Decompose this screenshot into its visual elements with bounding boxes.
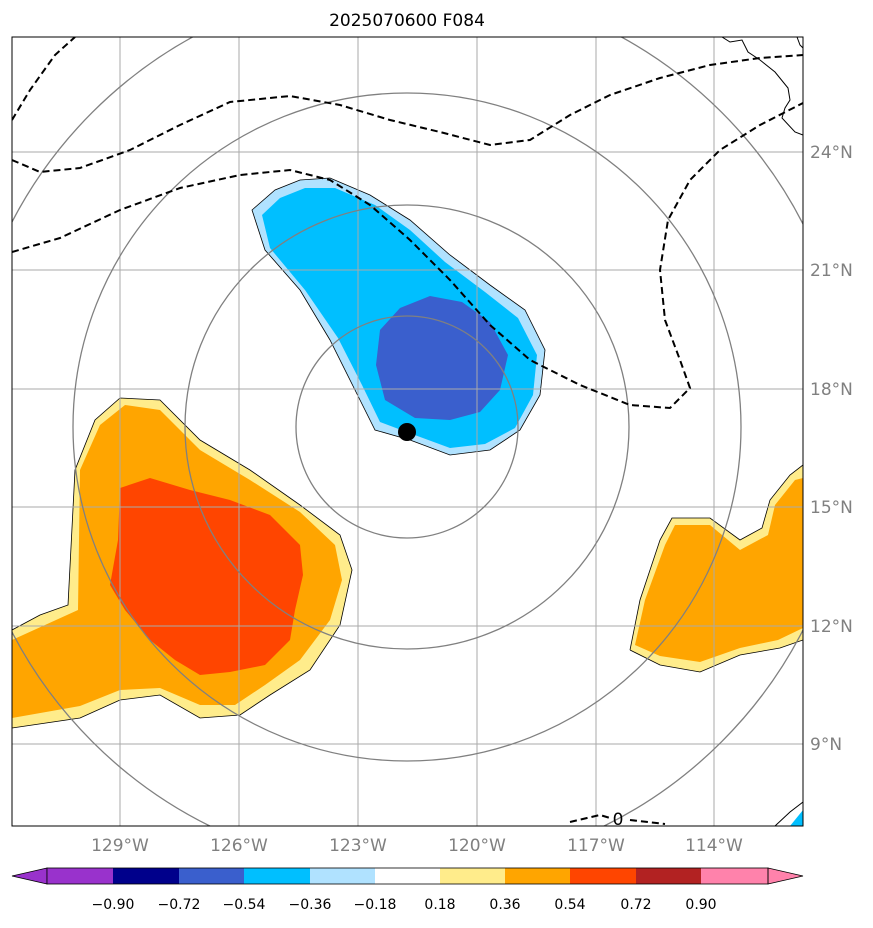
lat-label: 12°N [810,617,853,637]
colorbar-tick: 0.72 [620,897,651,913]
negative-anomaly-corner [790,810,803,826]
coastline [721,37,803,136]
lat-label: 24°N [810,143,853,163]
grid-lines [12,37,803,826]
lon-label: 120°W [448,836,506,856]
lat-label: 15°N [810,498,853,518]
colorbar-tick-labels: −0.90 −0.72 −0.54 −0.36 −0.18 0.18 0.36 … [92,897,717,913]
colorbar-segment [570,868,636,884]
contour-label: 0 [613,810,624,830]
colorbar-segment [179,868,244,884]
colorbar-tick: 0.18 [424,897,455,913]
colorbar-segment [47,868,113,884]
colorbar-tick: −0.54 [223,897,266,913]
positive-anomaly-outline-west [12,397,353,729]
positive-anomaly-region-east-inner [635,478,803,662]
colorbar-segment [375,868,440,884]
negative-anomaly-outline [251,177,546,456]
colorbar-tick: −0.72 [158,897,201,913]
colorbar-tick: 0.90 [685,897,716,913]
lat-label: 21°N [810,261,853,281]
lon-labels: 129°W 126°W 123°W 120°W 117°W 114°W [91,836,743,856]
range-rings [12,37,803,826]
storm-center-marker [398,423,416,441]
colorbar-tick: −0.18 [354,897,397,913]
colorbar-tick: 0.54 [554,897,585,913]
colorbar-tick: −0.90 [92,897,135,913]
zero-contours [12,37,803,825]
lon-label: 117°W [567,836,625,856]
coastline-corner [774,801,803,826]
colorbar: −0.90 −0.72 −0.54 −0.36 −0.18 0.18 0.36 … [11,867,804,913]
colorbar-tick: 0.36 [489,897,520,913]
colorbar-segment [440,868,505,884]
coastline-island [796,37,803,49]
colorbar-segment [310,868,375,884]
colorbar-segment [701,868,768,884]
plot-title: 2025070600 F084 [329,11,485,31]
map-frame [11,36,804,827]
colorbar-segment [636,868,701,884]
lon-label: 126°W [210,836,268,856]
colorbar-extend-high [767,867,804,885]
colorbar-frame [46,867,769,885]
colorbar-segment [505,868,570,884]
lon-label: 114°W [685,836,743,856]
lat-labels: 24°N 21°N 18°N 15°N 12°N 9°N [810,143,853,755]
lat-label: 18°N [810,380,853,400]
lon-label: 129°W [91,836,149,856]
lat-label: 9°N [810,735,842,755]
colorbar-extend-low [11,867,48,885]
lon-label: 123°W [329,836,387,856]
colorbar-segment [113,868,179,884]
colorbar-tick: −0.36 [289,897,332,913]
colorbar-segment [244,868,310,884]
